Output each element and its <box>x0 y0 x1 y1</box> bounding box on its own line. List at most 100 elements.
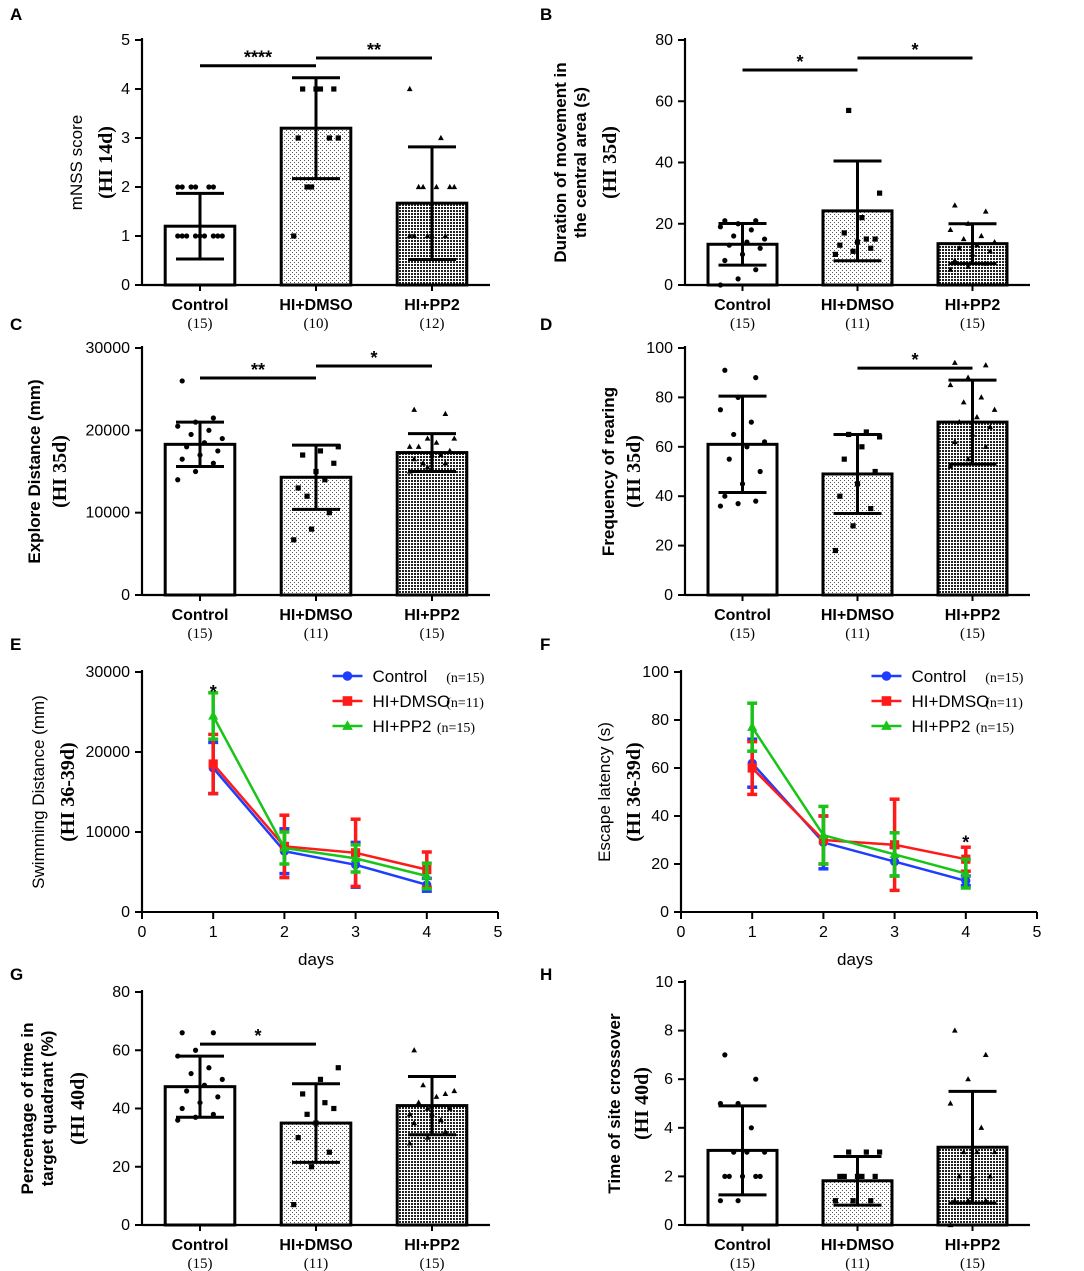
panel-g-point <box>304 1111 310 1117</box>
panel-d-point <box>722 367 728 373</box>
panel-f-series-line <box>751 767 967 861</box>
panel-b-n-label: (11) <box>845 316 869 332</box>
panel-g-y-label-sub: (HI 40d) <box>67 1072 89 1145</box>
panel-b-y-tick-label: 80 <box>655 32 673 49</box>
panel-g-point <box>184 1088 190 1094</box>
panel-g-point <box>295 1135 301 1141</box>
panel-c-y-tick-label: 10000 <box>86 505 131 522</box>
panel-g: G Percentage of time in target quadrant (%… <box>10 965 490 1271</box>
panel-g-y-label-line2: target quadrant (%) <box>38 1031 57 1187</box>
panel-f-legend-label: HI+DMSO <box>911 692 989 711</box>
panel-h-y-tick-label: 2 <box>664 1168 673 1185</box>
panel-b: B Duration of movement in the central area… <box>540 5 1030 332</box>
panel-b-significance-label: * <box>796 52 803 72</box>
panel-f-legend-item: Control (n=15) <box>871 667 1024 686</box>
panel-b-point <box>960 235 967 242</box>
panel-e-point <box>208 759 218 769</box>
panel-h-point <box>974 1148 980 1155</box>
panel-c-category-label: Control <box>172 607 229 624</box>
panel-c-y-label-sub: (HI 35d) <box>49 435 71 508</box>
panel-g-point <box>300 1091 306 1097</box>
panel-a-point <box>446 183 453 190</box>
panel-d-point <box>982 443 989 449</box>
panel-c-point <box>446 447 453 453</box>
panel-f-y-tick-label: 100 <box>642 664 669 681</box>
panel-c-point <box>317 448 324 454</box>
panel-a-point <box>192 233 199 239</box>
panel-g-y-tick-label: 20 <box>112 1159 130 1176</box>
panel-e: E Swimming Distance (mm) (HI 36-39d) 0 10000… <box>10 635 503 969</box>
panel-h-point <box>951 1027 958 1033</box>
panel-d-point <box>868 505 874 512</box>
panel-h-y-label: Time of site crossover <box>605 1013 624 1194</box>
panel-e-x-tick-label: 2 <box>280 924 289 941</box>
panel-g-point <box>192 1047 199 1053</box>
panel-c-point <box>438 451 444 458</box>
panel-g-point <box>406 1111 413 1117</box>
panel-c-point <box>210 460 216 466</box>
panel-c-point <box>326 510 332 516</box>
panel-b-point <box>846 107 852 114</box>
panel-c-point <box>451 435 458 441</box>
panel-h-point <box>987 1173 994 1179</box>
panel-b-point <box>863 236 869 242</box>
panel-h-point <box>965 1076 971 1082</box>
panel-g-point <box>175 1117 181 1123</box>
panel-h-label: H <box>540 965 552 984</box>
panel-f-y-tick-label: 0 <box>660 904 669 921</box>
panel-b-point <box>748 227 754 233</box>
panel-e-legend-n: (n=15) <box>437 721 476 736</box>
panel-b-n-label: (15) <box>730 316 755 332</box>
panel-g-point <box>322 1100 328 1106</box>
panel-f-legend-n: (n=15) <box>985 671 1024 686</box>
panel-e-legend-label: Control <box>372 667 427 686</box>
panel-f-y-label: Escape latency (s) <box>595 722 614 862</box>
panel-h-point <box>850 1198 856 1204</box>
panel-a-point <box>179 233 185 239</box>
panel-a-point <box>331 86 337 92</box>
panel-c-point <box>406 443 413 449</box>
panel-e-x-tick-label: 1 <box>209 924 218 941</box>
panel-c-bar <box>395 451 469 597</box>
panel-d-point <box>753 498 759 504</box>
panel-a-y-label: mNSS score <box>67 115 86 210</box>
panel-f-significance-label: * <box>962 832 969 852</box>
panel-c-point <box>424 464 431 470</box>
panel-b-point <box>872 236 878 242</box>
panel-f-y-tick-label: 60 <box>651 760 669 777</box>
panel-c-point <box>215 448 221 454</box>
panel-f-legend-item: HI+DMSO(n=11) <box>871 692 1023 711</box>
panel-g-y-label-line1: Percentage of time in <box>18 1023 37 1195</box>
panel-e-point <box>208 710 219 720</box>
panel-g-point <box>210 1030 216 1036</box>
panel-d-y-label: Frequency of rearing <box>599 387 618 556</box>
panel-d-point <box>717 407 724 413</box>
panel-h-point <box>876 1149 883 1155</box>
panel-a-point <box>179 184 185 190</box>
panel-g-point <box>424 1105 431 1111</box>
panel-e-legend-item: Control (n=15) <box>332 667 485 686</box>
panel-g-point <box>438 1117 444 1123</box>
panel-g-point <box>424 1134 431 1140</box>
panel-h-y-tick-label: 4 <box>664 1120 673 1137</box>
panel-a-n-label: (10) <box>304 316 329 332</box>
panel-g-n-label: (15) <box>188 1256 213 1271</box>
panel-f-legend-n: (n=11) <box>985 696 1023 711</box>
panel-d-point <box>837 493 843 499</box>
panel-a-point <box>184 233 190 239</box>
panel-h-point <box>872 1173 878 1179</box>
panel-f-series-line <box>751 726 967 875</box>
panel-a-point <box>201 233 208 239</box>
panel-e-y-tick-label: 20000 <box>86 744 131 761</box>
panel-d-point <box>731 431 737 438</box>
panel-b-point <box>947 266 954 272</box>
panel-g-point <box>291 1202 297 1208</box>
panel-h-point <box>960 1148 967 1155</box>
panel-h-point <box>956 1173 963 1179</box>
panel-g-category-label: HI+PP2 <box>404 1237 460 1254</box>
panel-g-point <box>420 1082 426 1088</box>
panel-c-point <box>179 456 185 462</box>
panel-h-point <box>757 1173 763 1179</box>
panel-b-category-label: HI+DMSO <box>821 297 894 314</box>
